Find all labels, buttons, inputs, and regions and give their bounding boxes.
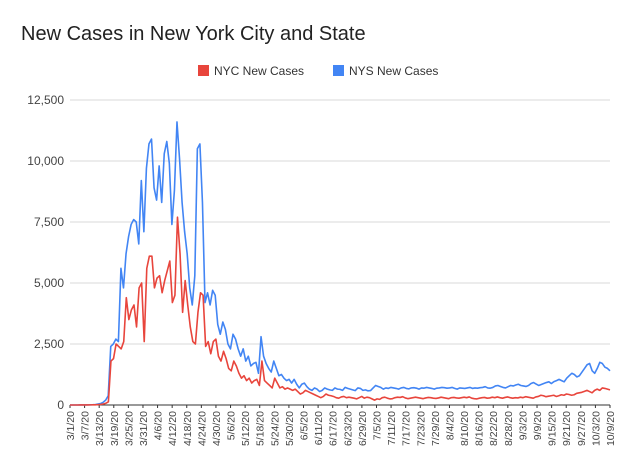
legend-swatch: [333, 65, 344, 76]
y-tick-label: 5,000: [34, 276, 64, 290]
x-tick-label: 5/18/20: [255, 411, 267, 446]
x-tick-label: 9/9/20: [532, 411, 544, 440]
x-tick-label: 4/18/20: [182, 411, 194, 446]
x-tick-label: 8/4/20: [444, 411, 456, 440]
x-tick-label: 3/1/20: [65, 411, 77, 440]
x-tick-label: 4/30/20: [211, 411, 223, 446]
x-tick-label: 9/3/20: [517, 411, 529, 440]
x-tick-label: 10/3/20: [590, 411, 602, 446]
x-tick-label: 8/22/20: [488, 411, 500, 446]
x-tick-label: 8/28/20: [503, 411, 515, 446]
x-tick-label: 4/12/20: [167, 411, 179, 446]
legend-label: NYC New Cases: [214, 64, 304, 78]
x-tick-label: 4/6/20: [153, 411, 165, 440]
x-tick-label: 10/9/20: [605, 411, 617, 446]
gridlines: [70, 99, 610, 406]
series-line-nyc: [70, 216, 611, 406]
x-tick-label: 3/13/20: [94, 411, 106, 446]
x-tick-label: 7/11/20: [386, 411, 398, 445]
series-line-nys: [70, 121, 611, 406]
x-tick-label: 6/29/20: [357, 411, 369, 446]
x-tick-label: 6/11/20: [313, 411, 325, 445]
series-layer: [70, 121, 611, 406]
x-tick-label: 3/31/20: [138, 411, 150, 446]
x-tick-label: 3/7/20: [80, 411, 92, 440]
y-tick-label: 12,500: [27, 93, 64, 107]
y-tick-label: 10,000: [27, 154, 64, 168]
x-tick-label: 9/15/20: [547, 411, 559, 446]
x-tick-label: 4/24/20: [196, 411, 208, 446]
y-tick-label: 2,500: [34, 337, 64, 351]
x-tick-label: 5/30/20: [284, 411, 296, 446]
x-tick-label: 5/12/20: [240, 411, 252, 446]
y-tick-label: 0: [57, 398, 64, 412]
legend-swatch: [198, 65, 209, 76]
legend: NYC New Cases NYS New Cases: [198, 64, 438, 78]
x-tick-label: 5/6/20: [226, 411, 238, 440]
x-axis-ticks: 3/1/20 3/7/20 3/13/20 3/19/20 3/25/20 3/31/20…: [65, 405, 617, 446]
x-tick-label: 6/23/20: [342, 411, 354, 446]
x-tick-label: 6/17/20: [328, 411, 340, 446]
legend-label: NYS New Cases: [349, 64, 438, 78]
y-tick-label: 7,500: [34, 215, 64, 229]
x-tick-label: 3/25/20: [123, 411, 135, 446]
x-tick-label: 9/27/20: [576, 411, 588, 446]
y-axis-ticks: 0 2,500 5,000 7,500 10,000 12,500: [27, 93, 64, 412]
x-tick-label: 7/29/20: [430, 411, 442, 446]
x-tick-label: 8/10/20: [459, 411, 471, 446]
chart-title: New Cases in New York City and State: [21, 23, 366, 45]
x-tick-label: 3/19/20: [109, 411, 121, 446]
x-tick-label: 6/5/20: [299, 411, 311, 440]
x-tick-label: 7/23/20: [415, 411, 427, 446]
x-tick-label: 7/17/20: [401, 411, 413, 446]
x-tick-label: 9/21/20: [561, 411, 573, 446]
x-tick-label: 5/24/20: [269, 411, 281, 446]
x-tick-label: 8/16/20: [474, 411, 486, 446]
x-tick-label: 7/5/20: [371, 411, 383, 440]
